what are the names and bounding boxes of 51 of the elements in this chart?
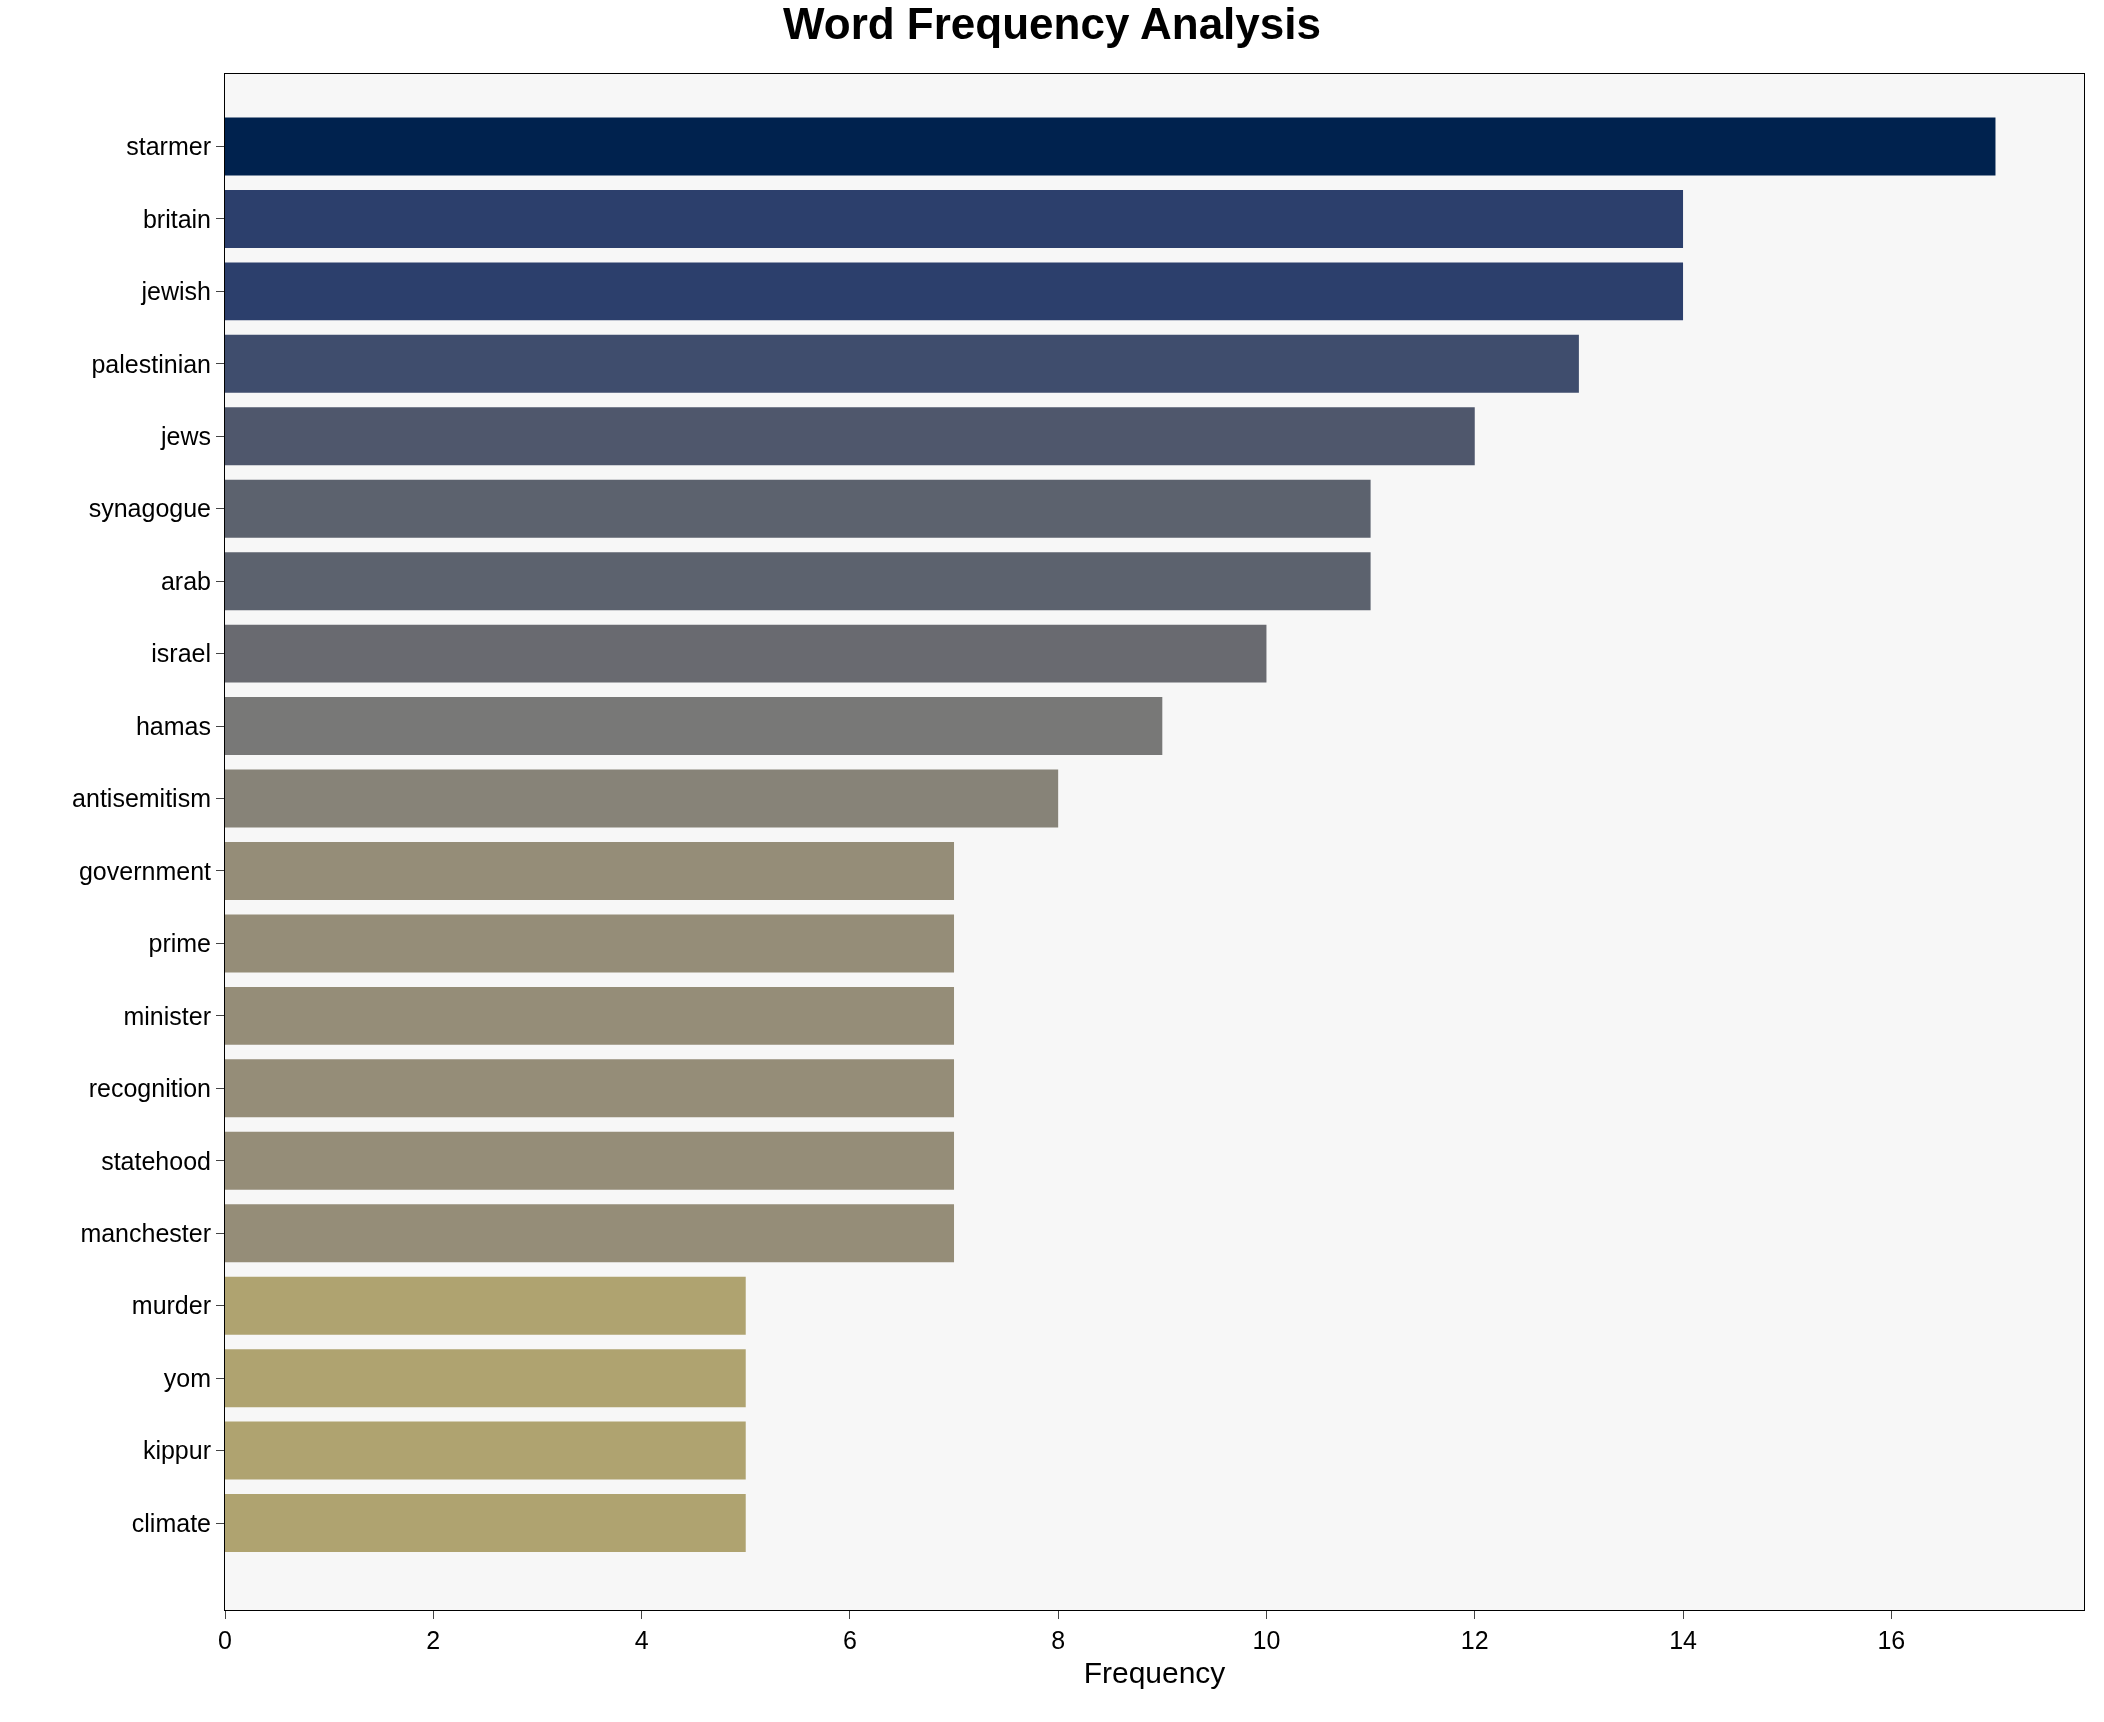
bar — [225, 1131, 955, 1190]
y-tick-label: statehood — [101, 1146, 211, 1175]
bar — [225, 1204, 955, 1263]
y-tick-label: israel — [151, 639, 211, 668]
bar — [225, 986, 955, 1045]
chart-title: Word Frequency Analysis — [783, 0, 1321, 49]
y-tick-label: recognition — [88, 1074, 211, 1103]
y-tick-label: yom — [163, 1363, 211, 1392]
bar — [225, 914, 955, 973]
bar — [225, 262, 1684, 321]
x-tick-label: 14 — [1669, 1626, 1698, 1654]
y-tick-label: minister — [123, 1001, 211, 1030]
bar — [225, 1421, 746, 1480]
y-tick-label: antisemitism — [72, 784, 211, 813]
y-tick-label: jewish — [140, 277, 211, 306]
x-tick-label: 12 — [1460, 1626, 1489, 1654]
y-tick-label: hamas — [135, 711, 211, 740]
bar — [225, 407, 1475, 466]
y-tick-label: jews — [159, 422, 211, 451]
y-tick-label: palestinian — [91, 349, 211, 378]
bar — [225, 1276, 746, 1335]
bar — [225, 624, 1267, 683]
y-tick-label: synagogue — [88, 494, 211, 523]
y-tick-label: manchester — [80, 1219, 211, 1247]
bar — [225, 769, 1059, 828]
x-tick-label: 0 — [218, 1626, 232, 1654]
x-tick-label: 2 — [426, 1626, 441, 1654]
bar — [225, 334, 1579, 393]
bar — [225, 479, 1371, 538]
y-tick-label: murder — [131, 1291, 211, 1320]
bar — [225, 552, 1371, 611]
x-axis-title: Frequency — [1083, 1655, 1226, 1689]
bar — [225, 117, 1996, 176]
x-tick-label: 6 — [842, 1626, 857, 1654]
x-tick-label: 4 — [634, 1626, 649, 1654]
bar — [225, 189, 1684, 248]
bar — [225, 1494, 746, 1553]
y-tick-label: kippur — [142, 1436, 211, 1465]
bar — [225, 1349, 746, 1408]
x-tick-label: 16 — [1877, 1626, 1906, 1654]
bar — [225, 1059, 955, 1118]
bar — [225, 842, 955, 900]
bar — [225, 697, 1163, 756]
y-tick-label: starmer — [126, 132, 211, 161]
x-tick-label: 10 — [1252, 1626, 1281, 1654]
y-tick-label: prime — [148, 929, 211, 958]
x-tick-label: 8 — [1051, 1626, 1066, 1654]
y-tick-label: climate — [131, 1508, 211, 1537]
y-tick-label: arab — [160, 566, 211, 595]
y-tick-label: britain — [142, 204, 211, 233]
y-tick-label: government — [78, 856, 212, 885]
